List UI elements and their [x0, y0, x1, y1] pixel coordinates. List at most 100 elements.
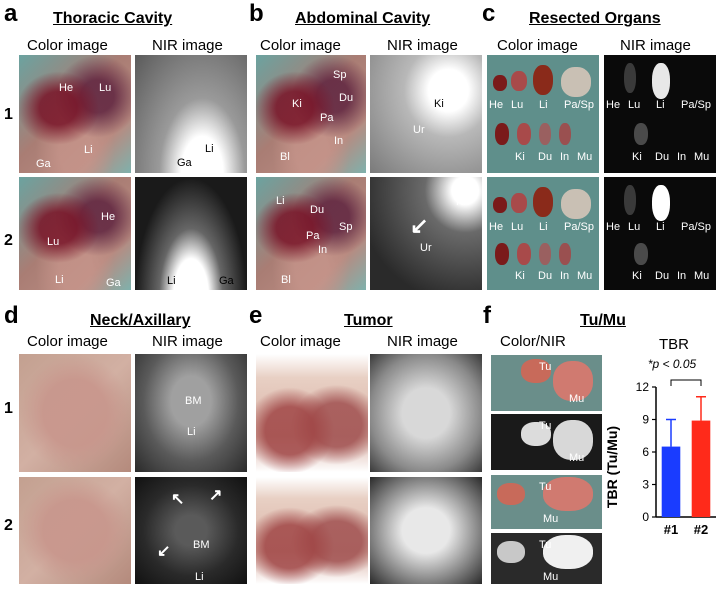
organ-label: Mu — [694, 270, 710, 282]
organ-label: Li — [656, 99, 665, 111]
organ-label: Mu — [543, 513, 559, 525]
row-label-1: 1 — [4, 400, 13, 417]
organ-label: Pa — [320, 112, 334, 124]
organ-label: Bl — [280, 151, 290, 163]
organ-label: Du — [655, 270, 670, 282]
panel-d-nir-image-1: BM Li — [135, 354, 247, 472]
chart-annotation: *p < 0.05 — [648, 357, 697, 371]
organ-label: Pa/Sp — [564, 221, 594, 233]
organ-label: Pa — [306, 230, 320, 242]
significance-bracket — [670, 379, 702, 386]
organ-label: Ur — [413, 124, 425, 136]
panel-f-color-image-1: Tu Mu — [491, 355, 602, 411]
row-label-1: 1 — [4, 106, 13, 123]
organ-label: Tu — [539, 539, 552, 551]
panel-d-title: Neck/Axillary — [90, 312, 191, 329]
panel-a-color-image-2: He Lu Li Ga — [19, 177, 131, 290]
panel-c-color-image-1: He Lu Li Pa/Sp Ki Du In Mu — [487, 55, 599, 173]
panel-c-nir-image-1: He Lu Li Pa/Sp Ki Du In Mu — [604, 55, 716, 173]
organ-label: He — [101, 211, 116, 223]
organ-label: Li — [195, 571, 204, 583]
organ-label: Tu — [539, 481, 552, 493]
organ-label: Mu — [694, 151, 710, 163]
organ-label: Lu — [628, 99, 641, 111]
organ-label: Ga — [219, 275, 234, 287]
panel-a-title: Thoracic Cavity — [53, 10, 173, 27]
organ-label: Li — [539, 99, 548, 111]
panel-a-nir-label: NIR image — [152, 37, 223, 54]
organ-label: In — [677, 151, 687, 163]
panel-e-nir-label: NIR image — [387, 333, 458, 350]
organ-label: Ur — [420, 242, 432, 254]
organ-label: He — [59, 82, 74, 94]
arrow-icon: ↙ — [157, 543, 171, 560]
panel-a-color-label: Color image — [27, 37, 108, 54]
panel-e-letter: e — [249, 302, 263, 329]
organ-label: Ki — [456, 196, 466, 208]
panel-c-letter: c — [482, 0, 496, 27]
organ-label: Ki — [434, 98, 444, 110]
organ-label: Tu — [539, 420, 552, 432]
organ-label: Ki — [515, 151, 525, 163]
panel-d-color-label: Color image — [27, 333, 108, 350]
organ-label: Pa/Sp — [681, 99, 711, 111]
organ-label: Mu — [543, 571, 559, 583]
panel-d-color-image-1 — [19, 354, 131, 472]
organ-label: Lu — [511, 99, 524, 111]
panel-b-color-label: Color image — [260, 37, 341, 54]
organ-label: Ga — [36, 158, 51, 170]
bar-1 — [661, 446, 681, 517]
organ-label: In — [560, 151, 570, 163]
panel-d-letter: d — [4, 302, 19, 329]
tbr-bar-chart: TBR *p < 0.05 TBR (Tu/Mu) 0 3 6 9 12 #1 #2 — [604, 336, 716, 537]
organ-label: Ki — [632, 151, 642, 163]
organ-label: Ga — [177, 157, 192, 169]
organ-label: In — [560, 270, 570, 282]
x-tick-label: #1 — [664, 522, 678, 537]
row-label-2: 2 — [4, 517, 13, 534]
panel-d-color-image-2 — [19, 477, 131, 584]
panel-a-letter: a — [4, 0, 18, 27]
panel-b-nir-image-2: Ki ↙ Ur — [370, 177, 482, 290]
organ-label: He — [606, 221, 621, 233]
panel-c-nir-image-2: He Lu Li Pa/Sp Ki Du In Mu — [604, 177, 716, 290]
panel-a-nir-image-2: Li Ga — [135, 177, 247, 290]
arrow-icon: ↙ — [410, 213, 429, 238]
organ-label: Du — [339, 92, 354, 104]
organ-label: Li — [276, 195, 285, 207]
panel-c-color-image-2: He Lu Li Pa/Sp Ki Du In Mu — [487, 177, 599, 290]
panel-e-nir-image-1 — [370, 354, 482, 472]
organ-label: Lu — [47, 236, 60, 248]
panel-e-title: Tumor — [344, 312, 393, 329]
y-tick-label: 9 — [642, 413, 649, 427]
panel-f-nir-image-2: Tu Mu — [491, 533, 602, 584]
panel-b-color-image-2: Li Du Sp Pa In Bl — [256, 177, 366, 290]
organ-label: Li — [55, 274, 64, 286]
organ-label: Lu — [628, 221, 641, 233]
organ-label: Sp — [339, 221, 353, 233]
organ-label: Lu — [99, 82, 112, 94]
organ-label: Du — [310, 204, 325, 216]
organ-label: He — [489, 221, 504, 233]
panel-f-color-image-2: Tu Mu — [491, 475, 602, 529]
organ-label: Li — [167, 275, 176, 287]
x-tick-label: #2 — [694, 522, 708, 537]
organ-label: Mu — [569, 452, 585, 464]
organ-label: Sp — [333, 69, 347, 81]
organ-label: Li — [84, 144, 93, 156]
y-tick-label: 6 — [642, 445, 649, 459]
organ-label: Li — [205, 143, 214, 155]
organ-label: Pa/Sp — [681, 221, 711, 233]
panel-f-nir-image-1: Tu Mu — [491, 414, 602, 470]
organ-label: Ki — [632, 270, 642, 282]
organ-label: Ki — [515, 270, 525, 282]
organ-label: Ga — [106, 277, 121, 289]
panel-f-sub-label: Color/NIR — [500, 333, 566, 350]
chart-title: TBR — [659, 336, 689, 353]
panel-a-color-image-1: He Lu Li Ga — [19, 55, 131, 173]
organ-label: Li — [539, 221, 548, 233]
organ-label: Ki — [292, 98, 302, 110]
panel-b-color-image-1: Sp Ki Du Pa In Bl — [256, 55, 366, 173]
organ-label: Mu — [577, 270, 593, 282]
panel-b-nir-label: NIR image — [387, 37, 458, 54]
